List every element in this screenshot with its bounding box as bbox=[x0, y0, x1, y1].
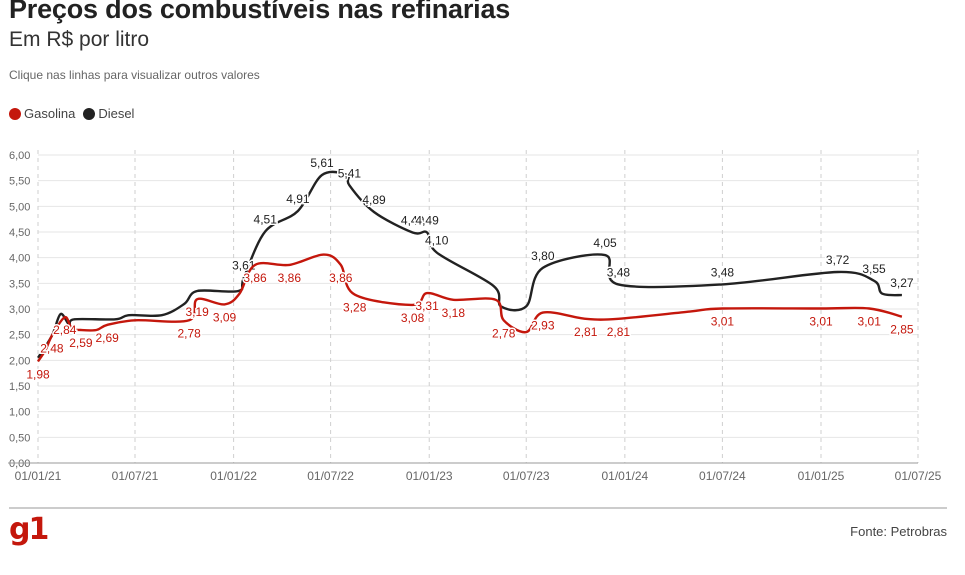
data-label-diesel: 3,27 bbox=[890, 276, 914, 290]
data-label-gasolina: 3,31 bbox=[415, 299, 439, 313]
data-label-diesel: 3,80 bbox=[531, 249, 555, 263]
y-tick-label: 1,50 bbox=[9, 381, 30, 393]
data-label-gasolina: 3,09 bbox=[213, 310, 237, 324]
y-tick-label: 4,50 bbox=[9, 227, 30, 239]
data-label-diesel: 3,55 bbox=[862, 262, 886, 276]
y-tick-label: 2,50 bbox=[9, 330, 30, 342]
y-tick-label: 0,00 bbox=[9, 458, 30, 470]
data-label-diesel: 4,49 bbox=[401, 214, 425, 228]
x-tick-label: 01/07/25 bbox=[895, 469, 942, 483]
source-note: Fonte: Petrobras bbox=[850, 524, 947, 539]
x-tick-label: 01/07/23 bbox=[503, 469, 550, 483]
data-label-diesel: 4,49 bbox=[415, 214, 439, 228]
data-label-gasolina: 3,01 bbox=[809, 314, 833, 328]
y-tick-label: 2,00 bbox=[9, 355, 30, 367]
chart-title: Preços dos combustíveis nas refinarias bbox=[9, 0, 511, 24]
data-label-diesel: 4,10 bbox=[425, 234, 449, 248]
x-tick-label: 01/01/25 bbox=[798, 469, 845, 483]
data-label-diesel: 4,05 bbox=[593, 236, 617, 250]
data-label-gasolina: 3,01 bbox=[858, 314, 882, 328]
data-label-gasolina: 2,84 bbox=[53, 323, 77, 337]
legend-label-gasolina: Gasolina bbox=[24, 106, 76, 121]
x-tick-label: 01/07/21 bbox=[112, 469, 159, 483]
x-tick-label: 01/07/24 bbox=[699, 469, 746, 483]
y-tick-label: 6,00 bbox=[9, 150, 30, 162]
data-label-gasolina: 2,48 bbox=[40, 342, 64, 356]
data-label-gasolina: 3,01 bbox=[711, 314, 735, 328]
data-label-gasolina: 3,18 bbox=[442, 306, 466, 320]
x-tick-label: 01/01/24 bbox=[601, 469, 648, 483]
data-label-gasolina: 3,28 bbox=[343, 301, 367, 315]
series-line-diesel[interactable] bbox=[36, 170, 902, 359]
x-tick-label: 01/01/23 bbox=[406, 469, 453, 483]
legend-item-gasolina[interactable]: Gasolina bbox=[9, 106, 75, 121]
y-tick-label: 1,00 bbox=[9, 407, 30, 419]
data-label-gasolina: 2,81 bbox=[574, 325, 598, 339]
gasolina-dot-icon bbox=[9, 107, 21, 120]
data-label-diesel: 3,72 bbox=[826, 253, 850, 267]
y-tick-label: 5,00 bbox=[9, 201, 30, 213]
data-label-diesel: 4,89 bbox=[362, 193, 386, 207]
data-label-diesel: 4,91 bbox=[286, 192, 310, 206]
data-label-gasolina: 2,59 bbox=[69, 336, 93, 350]
series-line-gasolina[interactable] bbox=[37, 253, 903, 363]
legend-label-diesel: Diesel bbox=[98, 106, 135, 121]
diesel-dot-icon bbox=[83, 107, 96, 120]
data-label-gasolina: 2,81 bbox=[607, 325, 631, 339]
data-label-gasolina: 1,98 bbox=[26, 367, 50, 381]
data-label-gasolina: 2,69 bbox=[95, 331, 119, 345]
y-tick-label: 0,50 bbox=[9, 432, 30, 444]
x-tick-label: 01/07/22 bbox=[307, 469, 354, 483]
y-tick-label: 4,00 bbox=[9, 253, 30, 265]
data-label-diesel: 4,51 bbox=[254, 212, 278, 226]
chart-subtitle: Em R$ por litro bbox=[9, 28, 150, 51]
data-label-gasolina: 3,86 bbox=[278, 271, 302, 285]
data-label-gasolina: 2,78 bbox=[177, 326, 201, 340]
legend: Gasolina Diesel bbox=[9, 106, 142, 121]
data-label-diesel: 5,61 bbox=[310, 156, 334, 170]
data-label-diesel: 3,48 bbox=[607, 265, 631, 279]
x-tick-label: 01/01/21 bbox=[15, 469, 62, 483]
y-tick-label: 3,50 bbox=[9, 278, 30, 290]
line-chart: 0,00 0,50 1,00 1,50 2,00 2,50 3,00 3,50 4,00 4,50… bbox=[8, 150, 942, 483]
x-tick-label: 01/01/22 bbox=[210, 469, 257, 483]
instruction-note: Clique nas linhas para visualizar outros… bbox=[9, 68, 260, 82]
legend-item-diesel[interactable]: Diesel bbox=[83, 106, 134, 121]
g1-logo: g1 bbox=[9, 512, 49, 547]
data-label-gasolina: 3,19 bbox=[185, 305, 209, 319]
data-label-diesel: 3,48 bbox=[711, 265, 735, 279]
data-label-gasolina: 2,85 bbox=[890, 323, 914, 337]
y-tick-label: 3,00 bbox=[9, 304, 30, 316]
data-label-gasolina: 2,78 bbox=[492, 326, 516, 340]
data-label-gasolina: 3,86 bbox=[329, 271, 353, 285]
footer-divider bbox=[9, 507, 947, 509]
data-label-gasolina: 3,08 bbox=[401, 311, 425, 325]
data-label-diesel: 5,41 bbox=[338, 166, 362, 180]
data-label-gasolina: 2,93 bbox=[531, 319, 555, 333]
y-tick-label: 5,50 bbox=[9, 176, 30, 188]
data-label-gasolina: 3,86 bbox=[243, 271, 267, 285]
